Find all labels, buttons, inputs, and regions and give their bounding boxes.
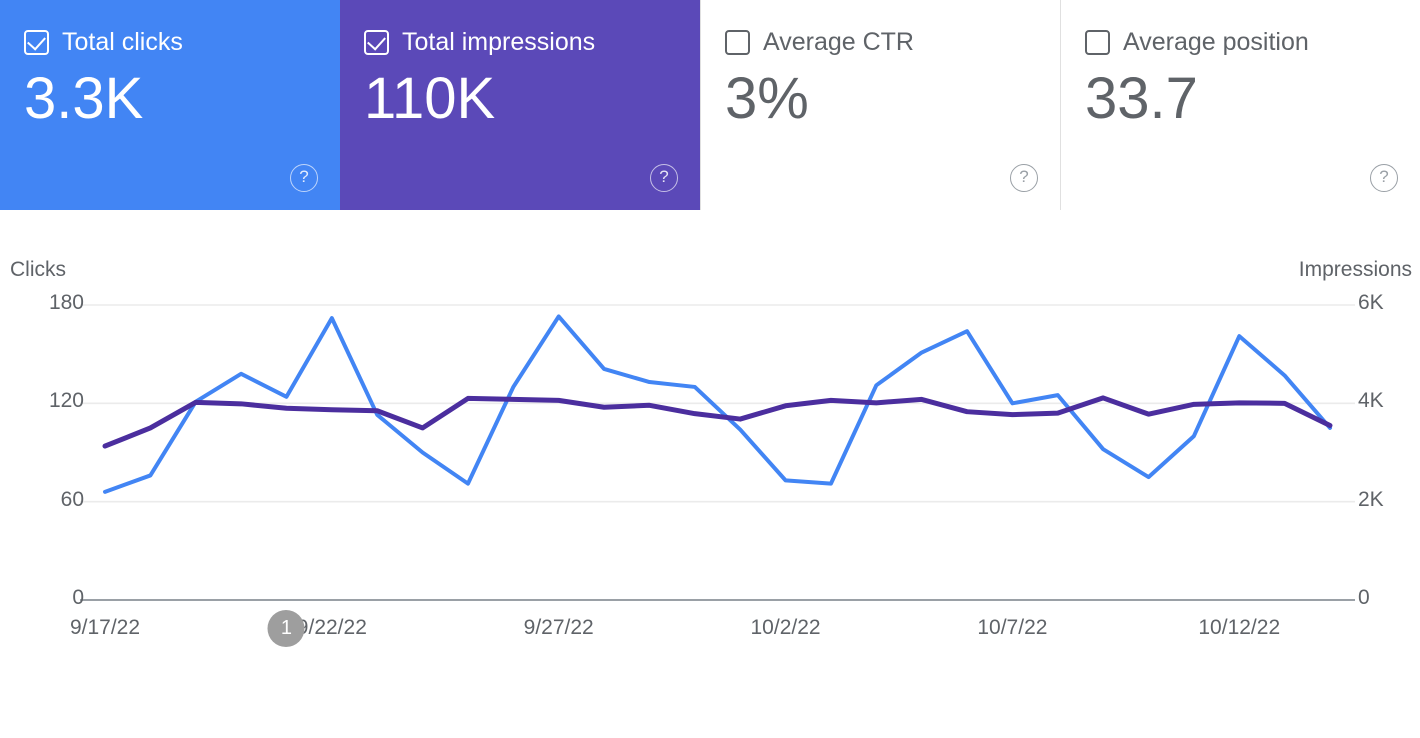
left-tick-120: 120 xyxy=(48,389,84,413)
left-tick-180: 180 xyxy=(48,291,84,314)
metric-card-total-clicks[interactable]: Total clicks 3.3K ? xyxy=(0,0,340,210)
x-tick-label: 9/17/22 xyxy=(69,616,141,639)
metric-value-average-position: 33.7 xyxy=(1085,66,1198,131)
metric-value-average-ctr: 3% xyxy=(725,66,809,131)
series-line-clicks xyxy=(103,314,1332,494)
checkbox-unchecked-icon[interactable] xyxy=(725,29,750,55)
metrics-row: Total clicks 3.3K ? Total impressions 11… xyxy=(0,0,1420,210)
checkbox-unchecked-icon[interactable] xyxy=(1085,29,1110,55)
help-icon-total-impressions[interactable]: ? xyxy=(650,164,678,192)
right-tick-0: 0 xyxy=(1358,586,1370,609)
metric-label-average-position: Average position xyxy=(1123,28,1309,56)
checkbox-checked-icon[interactable] xyxy=(364,29,389,55)
right-tick-4K: 4K xyxy=(1358,389,1384,413)
x-tick-label: 10/7/22 xyxy=(977,616,1048,639)
series-line-impressions xyxy=(102,395,1333,449)
metric-card-average-position[interactable]: Average position 33.7 ? xyxy=(1060,0,1420,210)
right-tick-6K: 6K xyxy=(1358,291,1384,314)
metric-header-average-position: Average position xyxy=(1085,26,1396,58)
metric-card-average-ctr[interactable]: Average CTR 3% ? xyxy=(700,0,1060,210)
metric-label-average-ctr: Average CTR xyxy=(763,28,914,56)
metric-label-total-impressions: Total impressions xyxy=(402,28,596,56)
metric-value-total-impressions: 110K xyxy=(364,66,496,131)
metric-header-total-impressions: Total impressions xyxy=(364,26,676,58)
chart-canvas xyxy=(80,304,1355,601)
metric-card-total-impressions[interactable]: Total impressions 110K ? xyxy=(340,0,700,210)
checkbox-checked-icon[interactable] xyxy=(24,29,49,55)
metric-header-total-clicks: Total clicks xyxy=(24,26,316,58)
right-tick-2K: 2K xyxy=(1358,487,1384,511)
help-icon-average-ctr[interactable]: ? xyxy=(1010,164,1038,192)
x-tick-label: 10/12/22 xyxy=(1198,616,1281,639)
metric-label-total-clicks: Total clicks xyxy=(62,28,183,56)
left-axis-title: Clicks xyxy=(10,258,66,281)
x-tick-label: 10/2/22 xyxy=(750,616,821,639)
metric-value-total-clicks: 3.3K xyxy=(24,66,144,131)
x-tick-label: 9/27/22 xyxy=(523,616,594,639)
x-tick-label: 9/22/22 xyxy=(296,616,367,639)
annotation-marker[interactable]: 1 xyxy=(267,610,305,647)
left-tick-60: 60 xyxy=(60,487,84,511)
help-icon-total-clicks[interactable]: ? xyxy=(290,164,318,192)
right-axis-title: Impressions xyxy=(1298,258,1412,281)
left-tick-0: 0 xyxy=(72,586,84,609)
metric-header-average-ctr: Average CTR xyxy=(725,26,1036,58)
performance-chart[interactable]: Clicks Impressions 0 60 120 180 0 2K 4K 6K 9/1… xyxy=(0,210,1420,738)
help-icon-average-position[interactable]: ? xyxy=(1370,164,1398,192)
